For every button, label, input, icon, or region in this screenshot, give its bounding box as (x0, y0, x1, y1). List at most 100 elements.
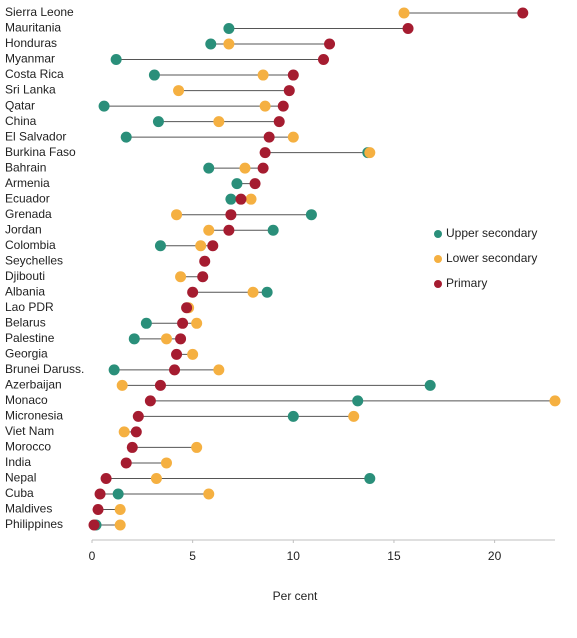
y-tick-label: Sierra Leone (5, 5, 74, 19)
dot (235, 193, 247, 205)
dot (98, 100, 110, 112)
dot (148, 69, 160, 81)
dot (259, 100, 271, 112)
y-tick-label: Cuba (5, 486, 34, 500)
dot (225, 193, 237, 205)
dot (144, 395, 156, 407)
dot (352, 395, 364, 407)
dot (108, 364, 120, 376)
dot (88, 519, 100, 531)
dot (247, 286, 259, 298)
dot (223, 23, 235, 35)
dot (120, 457, 132, 469)
y-tick-label: Myanmar (5, 52, 55, 66)
dot (257, 162, 269, 174)
dot (259, 147, 271, 159)
dot (364, 472, 376, 484)
dot (181, 302, 193, 314)
dot (318, 54, 329, 66)
dot (203, 488, 215, 500)
dot (549, 395, 561, 407)
dot (277, 100, 289, 112)
legend-label: Upper secondary (446, 226, 537, 240)
y-tick-label: Azerbaijan (5, 378, 62, 392)
dot (152, 116, 164, 128)
dot (249, 178, 261, 190)
dot (283, 85, 295, 97)
dot (398, 7, 410, 19)
y-tick-label: Qatar (5, 98, 35, 112)
x-tick-label: 10 (287, 549, 301, 563)
y-tick-label: Viet Nam (5, 424, 54, 438)
y-tick-label: Bahrain (5, 160, 46, 174)
dot (195, 240, 207, 252)
dot (187, 348, 199, 360)
dot (150, 472, 162, 484)
dot (257, 69, 269, 81)
dot (187, 286, 199, 298)
dot (213, 116, 225, 128)
y-tick-label: Philippines (5, 517, 63, 531)
legend-marker (434, 230, 442, 238)
y-tick-label: Honduras (5, 36, 57, 50)
legend-label: Lower secondary (446, 251, 537, 265)
dot (203, 162, 215, 174)
dot (92, 503, 104, 515)
dot (348, 410, 360, 422)
dot (245, 193, 257, 205)
dot (223, 38, 235, 50)
y-tick-label: Jordan (5, 222, 42, 236)
y-tick-label: Sri Lanka (5, 83, 56, 97)
y-tick-label: Ecuador (5, 191, 50, 205)
dot (112, 488, 124, 500)
y-tick-label: Seychelles (5, 253, 63, 267)
y-tick-label: Costa Rica (5, 67, 64, 81)
y-tick-label: Mauritania (5, 21, 61, 35)
dot (287, 69, 299, 81)
dot (128, 333, 140, 345)
y-tick-label: India (5, 455, 31, 469)
dot (116, 379, 128, 391)
dot (223, 224, 235, 236)
dot (273, 116, 285, 128)
y-tick-label: El Salvador (5, 129, 66, 143)
x-tick-label: 15 (387, 549, 401, 563)
y-tick-label: Lao PDR (5, 300, 54, 314)
dot (94, 488, 106, 500)
dot (130, 426, 142, 438)
dot (199, 255, 211, 267)
dot (126, 441, 138, 453)
y-tick-label: Micronesia (5, 409, 63, 423)
legend-marker (434, 255, 442, 263)
legend-label: Primary (446, 276, 487, 290)
dot (160, 333, 172, 345)
y-tick-label: Burkina Faso (5, 145, 76, 159)
dot (287, 131, 299, 143)
dot (203, 224, 215, 236)
dot (154, 240, 166, 252)
x-tick-label: 5 (189, 549, 196, 563)
dot (287, 410, 299, 422)
dot (110, 54, 122, 66)
y-tick-label: Belarus (5, 315, 46, 329)
dot (517, 7, 529, 19)
dot (263, 131, 275, 143)
dot (239, 162, 251, 174)
legend-marker (434, 280, 442, 288)
dot (132, 410, 144, 422)
x-axis-label: Per cent (273, 589, 318, 603)
y-tick-label: Djibouti (5, 269, 45, 283)
dot (402, 23, 414, 35)
dot (175, 333, 187, 345)
y-tick-label: Morocco (5, 440, 51, 454)
dot (205, 38, 217, 50)
dot (171, 209, 183, 221)
y-tick-label: Monaco (5, 393, 48, 407)
dot (160, 457, 172, 469)
y-tick-label: Georgia (5, 347, 48, 361)
y-tick-label: Albania (5, 284, 45, 298)
dot (197, 271, 209, 283)
y-tick-label: Palestine (5, 331, 55, 345)
dot (169, 364, 181, 376)
